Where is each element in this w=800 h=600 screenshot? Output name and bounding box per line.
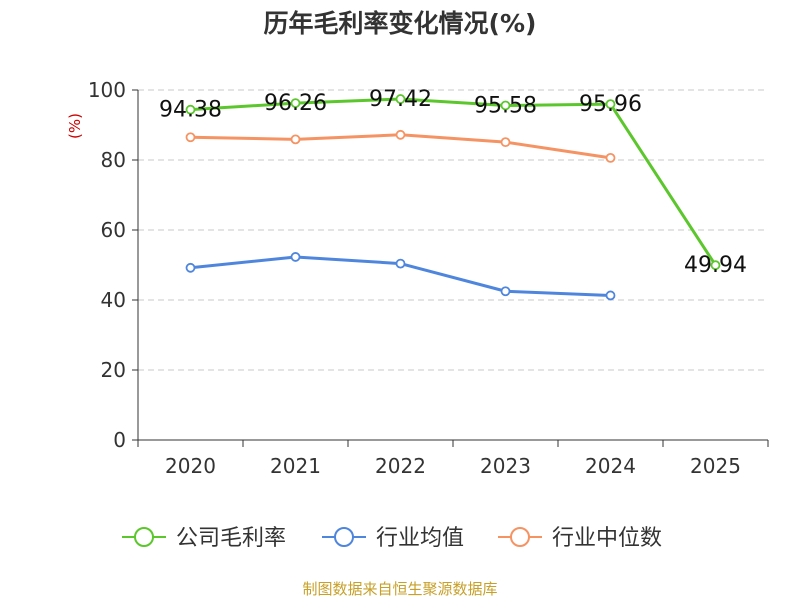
legend-label: 公司毛利率: [176, 526, 286, 551]
y-tick-label: 60: [101, 218, 126, 242]
data-point: [290, 252, 301, 262]
data-point: [395, 94, 406, 104]
grid-lines: [138, 89, 768, 371]
x-tick-label: 2024: [585, 454, 636, 478]
legend-item: 行业均值: [322, 526, 464, 551]
series-lines: [190, 97, 717, 297]
tick-labels: 0 20 40 60 80 100 2020 2021 2022 2023 2024 2025: [88, 78, 741, 478]
data-point: [185, 262, 196, 273]
data-point: [710, 260, 721, 271]
chart-title: 历年毛利率变化情况(%): [263, 9, 537, 38]
data-point: [185, 132, 196, 143]
data-label: 95.96: [579, 92, 642, 117]
data-label: 95.58: [474, 93, 537, 118]
data-point: [290, 134, 301, 145]
legend-item: 公司毛利率: [122, 526, 286, 551]
data-point: [185, 104, 196, 115]
legend-label: 行业中位数: [552, 526, 662, 551]
y-tick-label: 80: [101, 148, 126, 172]
x-tick-label: 2020: [165, 454, 216, 478]
legend-swatch-marker: [510, 527, 530, 547]
data-point: [395, 258, 406, 269]
axes: [132, 89, 769, 447]
data-label: 96.26: [264, 91, 327, 116]
x-tick-label: 2025: [690, 454, 741, 478]
y-tick-label: 20: [101, 358, 126, 382]
data-point: [500, 100, 511, 111]
y-axis-label: (%): [66, 113, 84, 139]
data-point: [605, 152, 616, 163]
data-point: [500, 286, 511, 297]
data-label: 94.38: [159, 98, 222, 123]
data-point: [605, 290, 616, 301]
legend-swatch-marker: [334, 527, 354, 547]
source-note: 制图数据来自恒生聚源数据库: [302, 580, 498, 598]
x-tick-label: 2023: [480, 454, 531, 478]
legend-label: 行业均值: [376, 526, 464, 551]
legend-item: 行业中位数: [498, 526, 662, 551]
series-points: [185, 94, 721, 301]
data-label: 97.42: [369, 87, 432, 112]
series-line: [190, 97, 717, 267]
data-label: 49.94: [684, 253, 747, 278]
y-tick-label: 0: [113, 428, 126, 452]
legend: 公司毛利率 行业均值 行业中位数: [122, 526, 662, 551]
data-labels: 94.38 96.26 97.42 95.58 95.96 49.94: [159, 87, 747, 278]
data-point: [500, 137, 511, 148]
legend-swatch-marker: [134, 527, 154, 547]
data-point: [290, 98, 301, 108]
data-point: [605, 99, 616, 110]
data-point: [395, 129, 406, 140]
y-tick-label: 40: [101, 288, 126, 312]
y-tick-label: 100: [88, 78, 126, 102]
x-tick-label: 2022: [375, 454, 426, 478]
x-tick-label: 2021: [270, 454, 321, 478]
